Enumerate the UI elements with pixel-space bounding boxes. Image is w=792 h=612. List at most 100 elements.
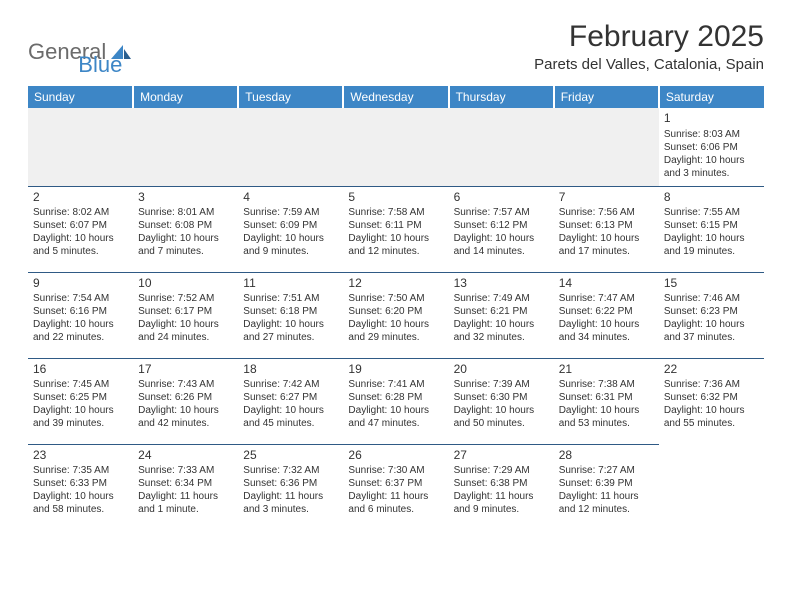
- calendar-day-cell: [449, 108, 554, 186]
- day-daylight: Daylight: 10 hours and 19 minutes.: [664, 232, 759, 258]
- calendar-day-cell: 11Sunrise: 7:51 AMSunset: 6:18 PMDayligh…: [238, 272, 343, 358]
- logo-word-blue: Blue: [78, 52, 122, 78]
- day-number: 1: [664, 111, 759, 127]
- weekday-header: Sunday: [28, 86, 133, 108]
- day-sunrise: Sunrise: 7:57 AM: [454, 206, 549, 219]
- day-sunrise: Sunrise: 7:59 AM: [243, 206, 338, 219]
- page-title: February 2025: [534, 20, 764, 54]
- calendar-day-cell: 7Sunrise: 7:56 AMSunset: 6:13 PMDaylight…: [554, 186, 659, 272]
- day-sunset: Sunset: 6:25 PM: [33, 391, 128, 404]
- day-daylight: Daylight: 10 hours and 29 minutes.: [348, 318, 443, 344]
- calendar-week-row: 1Sunrise: 8:03 AMSunset: 6:06 PMDaylight…: [28, 108, 764, 186]
- day-number: 8: [664, 190, 759, 206]
- day-daylight: Daylight: 10 hours and 50 minutes.: [454, 404, 549, 430]
- day-number: 17: [138, 362, 233, 378]
- day-sunrise: Sunrise: 7:27 AM: [559, 464, 654, 477]
- calendar-day-cell: 5Sunrise: 7:58 AMSunset: 6:11 PMDaylight…: [343, 186, 448, 272]
- calendar-week-row: 16Sunrise: 7:45 AMSunset: 6:25 PMDayligh…: [28, 358, 764, 444]
- day-number: 16: [33, 362, 128, 378]
- day-number: 22: [664, 362, 759, 378]
- day-daylight: Daylight: 11 hours and 6 minutes.: [348, 490, 443, 516]
- day-daylight: Daylight: 10 hours and 12 minutes.: [348, 232, 443, 258]
- weekday-header: Friday: [554, 86, 659, 108]
- day-sunrise: Sunrise: 7:45 AM: [33, 378, 128, 391]
- calendar-day-cell: 17Sunrise: 7:43 AMSunset: 6:26 PMDayligh…: [133, 358, 238, 444]
- day-daylight: Daylight: 10 hours and 34 minutes.: [559, 318, 654, 344]
- day-sunrise: Sunrise: 7:38 AM: [559, 378, 654, 391]
- day-sunrise: Sunrise: 8:03 AM: [664, 128, 759, 141]
- day-sunset: Sunset: 6:27 PM: [243, 391, 338, 404]
- day-daylight: Daylight: 10 hours and 39 minutes.: [33, 404, 128, 430]
- calendar-day-cell: 12Sunrise: 7:50 AMSunset: 6:20 PMDayligh…: [343, 272, 448, 358]
- day-sunrise: Sunrise: 7:30 AM: [348, 464, 443, 477]
- day-sunset: Sunset: 6:28 PM: [348, 391, 443, 404]
- day-sunset: Sunset: 6:06 PM: [664, 141, 759, 154]
- day-sunrise: Sunrise: 7:49 AM: [454, 292, 549, 305]
- day-daylight: Daylight: 11 hours and 3 minutes.: [243, 490, 338, 516]
- day-daylight: Daylight: 11 hours and 12 minutes.: [559, 490, 654, 516]
- weekday-header: Saturday: [659, 86, 764, 108]
- day-sunset: Sunset: 6:37 PM: [348, 477, 443, 490]
- calendar-day-cell: 8Sunrise: 7:55 AMSunset: 6:15 PMDaylight…: [659, 186, 764, 272]
- day-number: 28: [559, 448, 654, 464]
- calendar-day-cell: 18Sunrise: 7:42 AMSunset: 6:27 PMDayligh…: [238, 358, 343, 444]
- day-daylight: Daylight: 10 hours and 3 minutes.: [664, 154, 759, 180]
- logo: General Blue: [28, 26, 122, 78]
- day-number: 15: [664, 276, 759, 292]
- day-daylight: Daylight: 10 hours and 5 minutes.: [33, 232, 128, 258]
- day-number: 5: [348, 190, 443, 206]
- day-daylight: Daylight: 10 hours and 22 minutes.: [33, 318, 128, 344]
- weekday-header: Tuesday: [238, 86, 343, 108]
- day-daylight: Daylight: 10 hours and 7 minutes.: [138, 232, 233, 258]
- calendar-day-cell: 13Sunrise: 7:49 AMSunset: 6:21 PMDayligh…: [449, 272, 554, 358]
- day-sunset: Sunset: 6:07 PM: [33, 219, 128, 232]
- calendar-day-cell: [238, 108, 343, 186]
- day-sunset: Sunset: 6:16 PM: [33, 305, 128, 318]
- calendar-day-cell: 28Sunrise: 7:27 AMSunset: 6:39 PMDayligh…: [554, 444, 659, 530]
- calendar-day-cell: 2Sunrise: 8:02 AMSunset: 6:07 PMDaylight…: [28, 186, 133, 272]
- calendar-day-cell: 23Sunrise: 7:35 AMSunset: 6:33 PMDayligh…: [28, 444, 133, 530]
- day-sunrise: Sunrise: 7:33 AM: [138, 464, 233, 477]
- calendar-day-cell: [343, 108, 448, 186]
- day-daylight: Daylight: 11 hours and 9 minutes.: [454, 490, 549, 516]
- day-daylight: Daylight: 10 hours and 27 minutes.: [243, 318, 338, 344]
- calendar-day-cell: 14Sunrise: 7:47 AMSunset: 6:22 PMDayligh…: [554, 272, 659, 358]
- day-sunrise: Sunrise: 7:51 AM: [243, 292, 338, 305]
- day-number: 25: [243, 448, 338, 464]
- day-sunrise: Sunrise: 7:56 AM: [559, 206, 654, 219]
- weekday-header-row: Sunday Monday Tuesday Wednesday Thursday…: [28, 86, 764, 108]
- day-sunset: Sunset: 6:20 PM: [348, 305, 443, 318]
- weekday-header: Monday: [133, 86, 238, 108]
- day-number: 23: [33, 448, 128, 464]
- day-sunset: Sunset: 6:18 PM: [243, 305, 338, 318]
- calendar-week-row: 23Sunrise: 7:35 AMSunset: 6:33 PMDayligh…: [28, 444, 764, 530]
- day-number: 18: [243, 362, 338, 378]
- calendar-day-cell: 24Sunrise: 7:33 AMSunset: 6:34 PMDayligh…: [133, 444, 238, 530]
- day-number: 26: [348, 448, 443, 464]
- day-sunset: Sunset: 6:36 PM: [243, 477, 338, 490]
- weekday-header: Thursday: [449, 86, 554, 108]
- day-sunrise: Sunrise: 7:43 AM: [138, 378, 233, 391]
- day-sunset: Sunset: 6:21 PM: [454, 305, 549, 318]
- day-sunset: Sunset: 6:12 PM: [454, 219, 549, 232]
- day-number: 12: [348, 276, 443, 292]
- day-sunset: Sunset: 6:13 PM: [559, 219, 654, 232]
- day-daylight: Daylight: 10 hours and 47 minutes.: [348, 404, 443, 430]
- day-daylight: Daylight: 10 hours and 37 minutes.: [664, 318, 759, 344]
- day-sunset: Sunset: 6:22 PM: [559, 305, 654, 318]
- day-sunset: Sunset: 6:38 PM: [454, 477, 549, 490]
- day-sunrise: Sunrise: 7:55 AM: [664, 206, 759, 219]
- day-number: 3: [138, 190, 233, 206]
- calendar-day-cell: 3Sunrise: 8:01 AMSunset: 6:08 PMDaylight…: [133, 186, 238, 272]
- calendar-day-cell: 9Sunrise: 7:54 AMSunset: 6:16 PMDaylight…: [28, 272, 133, 358]
- calendar-day-cell: 15Sunrise: 7:46 AMSunset: 6:23 PMDayligh…: [659, 272, 764, 358]
- calendar-day-cell: [133, 108, 238, 186]
- calendar-day-cell: [554, 108, 659, 186]
- day-daylight: Daylight: 10 hours and 42 minutes.: [138, 404, 233, 430]
- calendar-table: Sunday Monday Tuesday Wednesday Thursday…: [28, 86, 764, 530]
- day-sunset: Sunset: 6:08 PM: [138, 219, 233, 232]
- weekday-header: Wednesday: [343, 86, 448, 108]
- calendar-day-cell: 4Sunrise: 7:59 AMSunset: 6:09 PMDaylight…: [238, 186, 343, 272]
- day-sunrise: Sunrise: 7:58 AM: [348, 206, 443, 219]
- calendar-day-cell: 26Sunrise: 7:30 AMSunset: 6:37 PMDayligh…: [343, 444, 448, 530]
